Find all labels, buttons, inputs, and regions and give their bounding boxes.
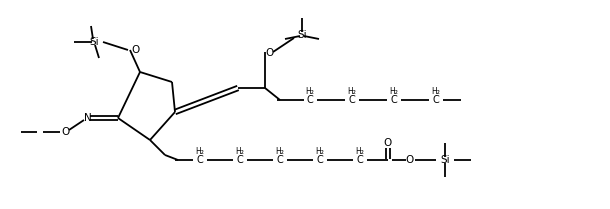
Text: H₂: H₂ [315, 148, 325, 157]
Text: H₂: H₂ [390, 88, 398, 97]
Text: H₂: H₂ [306, 88, 314, 97]
Text: O: O [131, 45, 139, 55]
Text: O: O [61, 127, 69, 137]
Text: H₂: H₂ [235, 148, 245, 157]
Text: C: C [237, 155, 243, 165]
Text: C: C [349, 95, 356, 105]
Text: H₂: H₂ [276, 148, 284, 157]
Text: O: O [406, 155, 414, 165]
Text: H₂: H₂ [348, 88, 356, 97]
Text: C: C [196, 155, 203, 165]
Text: H₂: H₂ [196, 148, 204, 157]
Text: O: O [266, 48, 274, 58]
Text: C: C [317, 155, 323, 165]
Text: C: C [432, 95, 439, 105]
Text: C: C [357, 155, 364, 165]
Text: H₂: H₂ [431, 88, 440, 97]
Text: Si: Si [297, 30, 307, 40]
Text: Si: Si [440, 155, 450, 165]
Text: C: C [307, 95, 314, 105]
Text: H₂: H₂ [356, 148, 364, 157]
Text: O: O [384, 138, 392, 148]
Text: C: C [276, 155, 284, 165]
Text: Si: Si [89, 37, 99, 47]
Text: C: C [390, 95, 397, 105]
Text: N: N [84, 113, 92, 123]
